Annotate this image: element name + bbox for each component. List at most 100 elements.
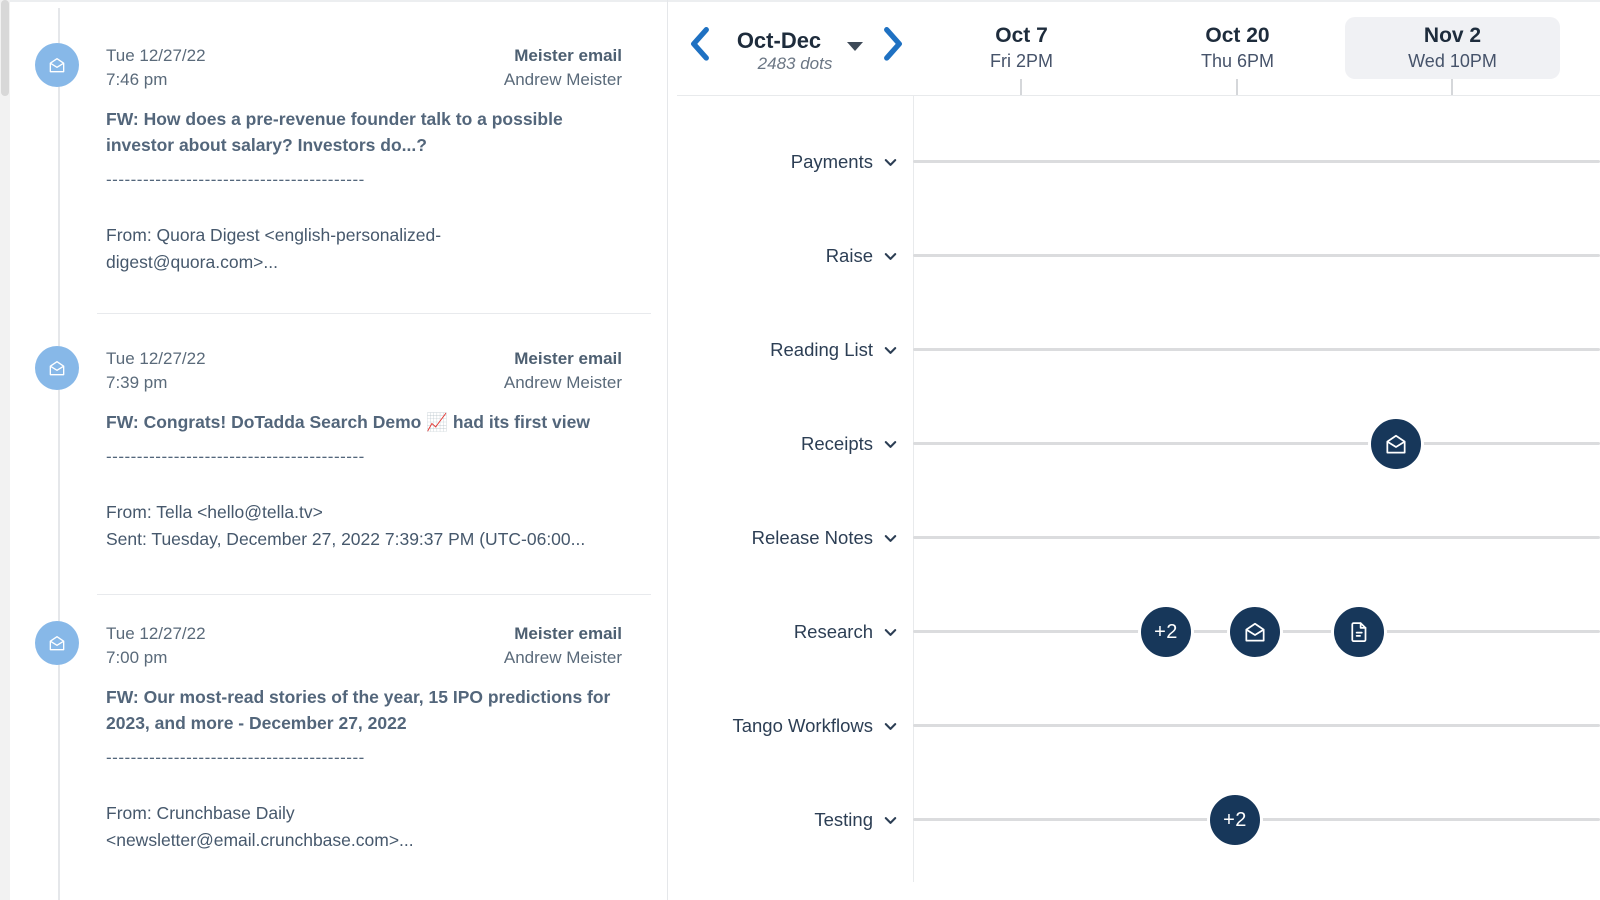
date-detail: Wed 10PM <box>1408 51 1497 71</box>
email-subject: FW: Our most-read stories of the year, 1… <box>106 687 611 733</box>
chevron-down-icon <box>884 722 897 730</box>
email-card[interactable]: Tue 12/27/22 7:46 pm Meister email Andre… <box>106 44 622 276</box>
email-separator: ----------------------------------------… <box>106 170 365 189</box>
row-line-tango-workflows <box>913 724 1600 727</box>
date-label: Nov 2 <box>1423 24 1482 47</box>
next-period-button[interactable] <box>882 27 904 61</box>
email-body-line: <newsletter@email.crunchbase.com>... <box>106 830 414 850</box>
marker-receipts-email[interactable] <box>1368 416 1424 472</box>
open-envelope-icon <box>49 58 65 73</box>
row-label-text: Receipts <box>801 433 873 454</box>
row-label-text: Reading List <box>770 339 873 360</box>
email-subject: FW: How does a pre-revenue founder talk … <box>106 109 563 155</box>
email-card[interactable]: Tue 12/27/22 7:00 pm Meister email Andre… <box>106 622 622 854</box>
chevron-down-icon <box>884 534 897 542</box>
date-label: Oct 7 <box>995 24 1048 47</box>
email-divider <box>97 594 651 595</box>
email-account: Meister email <box>514 46 622 65</box>
avatar <box>35 346 79 390</box>
row-line-payments <box>913 160 1600 163</box>
row-label-research[interactable]: Research <box>668 618 898 646</box>
chevron-down-icon <box>884 158 897 166</box>
date-tick <box>1451 79 1453 95</box>
open-envelope-icon <box>1245 622 1265 642</box>
email-time: 7:39 pm <box>106 373 168 392</box>
row-label-receipts[interactable]: Receipts <box>668 430 898 458</box>
top-border <box>0 0 1600 2</box>
date-header-oct-7[interactable]: Oct 7 Fri 2PM <box>914 17 1129 79</box>
row-label-text: Payments <box>790 151 873 172</box>
open-envelope-icon <box>1386 434 1406 454</box>
email-separator: ----------------------------------------… <box>106 447 365 466</box>
email-list-scrollbar-track <box>0 0 10 900</box>
date-label: Oct 20 <box>1205 24 1270 47</box>
email-body-line: digest@quora.com>... <box>106 252 278 272</box>
period-dropdown[interactable]: Oct-Dec <box>736 28 822 53</box>
dots-count: 2483 dots <box>757 54 833 73</box>
caret-down-icon[interactable] <box>847 38 863 51</box>
email-date: Tue 12/27/22 <box>106 349 206 368</box>
email-list-scrollbar-thumb[interactable] <box>1 0 9 96</box>
overflow-count-badge: +2 <box>1154 620 1178 643</box>
row-line-release-notes <box>913 536 1600 539</box>
email-date: Tue 12/27/22 <box>106 46 206 65</box>
chevron-down-icon <box>884 252 897 260</box>
marker-research-email[interactable] <box>1227 604 1283 660</box>
email-body-line: From: Quora Digest <english-personalized… <box>106 225 442 245</box>
chevron-down-icon <box>884 628 897 636</box>
overflow-count-badge: +2 <box>1223 808 1247 831</box>
email-card[interactable]: Tue 12/27/22 7:39 pm Meister email Andre… <box>106 347 622 553</box>
open-envelope-icon <box>49 636 65 651</box>
previous-period-button[interactable] <box>689 27 711 61</box>
email-divider <box>97 313 651 314</box>
avatar <box>35 43 79 87</box>
row-label-raise[interactable]: Raise <box>668 242 898 270</box>
email-account: Meister email <box>514 349 622 368</box>
date-header-oct-20[interactable]: Oct 20 Thu 6PM <box>1130 17 1345 79</box>
email-time: 7:46 pm <box>106 70 168 89</box>
marker-research-document[interactable] <box>1331 604 1387 660</box>
email-account: Meister email <box>514 624 622 643</box>
date-header-nov-2-selected[interactable]: Nov 2 Wed 10PM <box>1345 17 1560 79</box>
date-tick <box>1236 79 1238 95</box>
avatar <box>35 621 79 665</box>
email-separator: ----------------------------------------… <box>106 748 365 767</box>
chevron-down-icon <box>884 346 897 354</box>
row-label-text: Release Notes <box>751 527 873 548</box>
email-sender: Andrew Meister <box>503 373 622 392</box>
email-time: 7:00 pm <box>106 648 168 667</box>
date-detail: Fri 2PM <box>990 51 1053 71</box>
row-line-reading-list <box>913 348 1600 351</box>
email-subject: FW: Congrats! DoTadda Search Demo 📈 had … <box>106 412 590 432</box>
email-body-line: From: Crunchbase Daily <box>106 803 295 823</box>
row-label-release-notes[interactable]: Release Notes <box>668 524 898 552</box>
row-line-receipts <box>913 442 1600 445</box>
row-label-testing[interactable]: Testing <box>668 806 898 834</box>
row-label-tango-workflows[interactable]: Tango Workflows <box>668 712 898 740</box>
chevron-down-icon <box>884 440 897 448</box>
date-tick <box>1020 79 1022 95</box>
marker-research-plus-2[interactable]: +2 <box>1138 604 1194 660</box>
row-label-text: Research <box>793 621 873 642</box>
date-detail: Thu 6PM <box>1200 51 1275 71</box>
row-label-text: Tango Workflows <box>732 715 873 736</box>
email-timeline-connector <box>58 8 60 900</box>
row-label-reading-list[interactable]: Reading List <box>668 336 898 364</box>
document-icon <box>1351 622 1367 642</box>
chevron-left-icon <box>691 27 709 61</box>
marker-testing-plus-2[interactable]: +2 <box>1207 792 1263 848</box>
open-envelope-icon <box>49 361 65 376</box>
email-body-line: Sent: Tuesday, December 27, 2022 7:39:37… <box>106 529 586 549</box>
row-label-text: Testing <box>814 809 873 830</box>
chevron-down-icon <box>884 816 897 824</box>
email-sender: Andrew Meister <box>503 70 622 89</box>
email-body-line: From: Tella <hello@tella.tv> <box>106 502 323 522</box>
row-label-text: Raise <box>825 245 873 266</box>
chart-left-border <box>913 95 914 882</box>
chevron-right-icon <box>884 27 902 61</box>
email-sender: Andrew Meister <box>503 648 622 667</box>
chart-top-border <box>677 95 1600 96</box>
row-label-payments[interactable]: Payments <box>668 148 898 176</box>
email-date: Tue 12/27/22 <box>106 624 206 643</box>
